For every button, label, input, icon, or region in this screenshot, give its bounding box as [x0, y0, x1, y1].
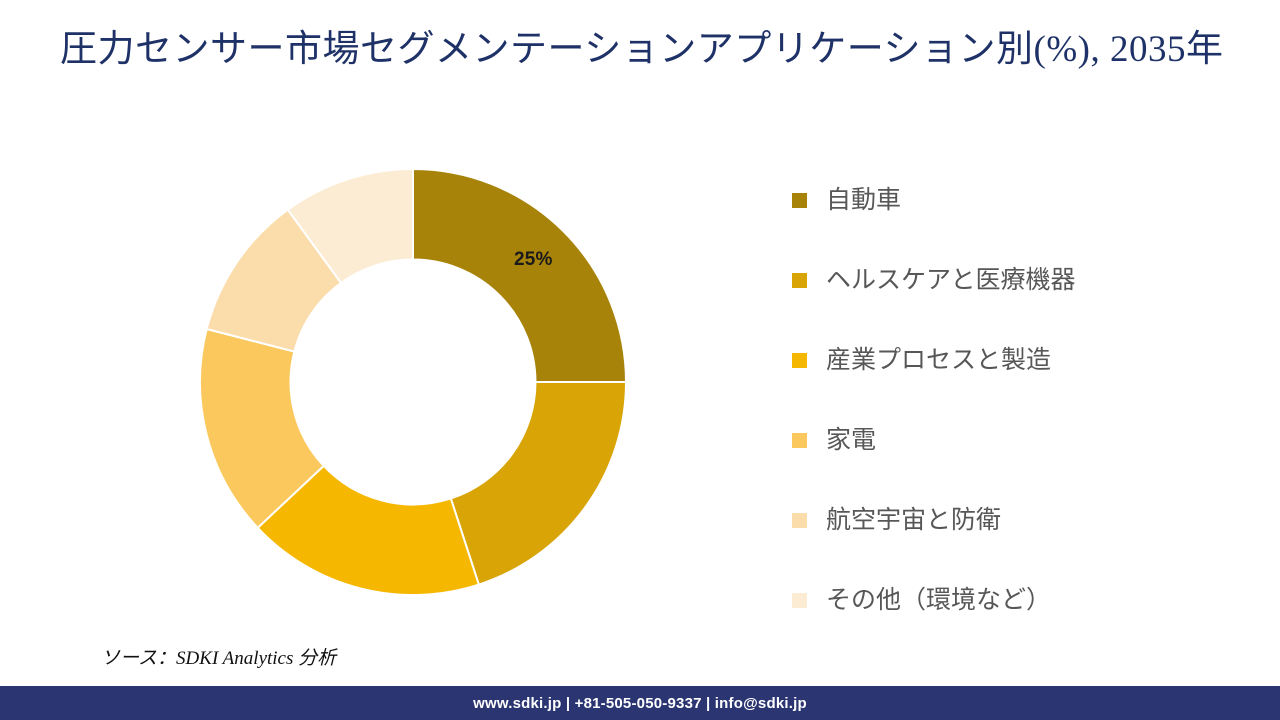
legend-item[interactable]: 産業プロセスと製造: [792, 320, 1222, 400]
legend-item-label: 家電: [826, 426, 877, 454]
donut-slice[interactable]: [286, 169, 414, 285]
legend-item[interactable]: ヘルスケアと医療機器: [792, 240, 1222, 320]
legend-swatch-icon: [792, 272, 807, 288]
legend-item[interactable]: 家電: [792, 400, 1222, 480]
donut-slice-group: [200, 169, 626, 595]
legend-item-label: ヘルスケアと医療機器: [826, 266, 1076, 294]
footer-bar: www.sdki.jp | +81-505-050-9337 | info@sd…: [0, 686, 1280, 720]
legend-swatch-icon: [792, 352, 807, 368]
legend-item[interactable]: その他（環境など）: [792, 560, 1222, 640]
legend-swatch-icon: [792, 592, 807, 608]
chart-legend: 自動車ヘルスケアと医療機器 産業プロセスと製造 家電航空宇宙と防衛その他（環境など）: [792, 160, 1222, 640]
footer-contact-text: www.sdki.jp | +81-505-050-9337 | info@sd…: [473, 694, 807, 712]
donut-chart-svg: [200, 169, 626, 595]
legend-item-label: 自動車: [826, 186, 902, 214]
legend-swatch-icon: [792, 192, 807, 208]
legend-item-label: その他（環境など）: [826, 586, 1052, 614]
slice-data-label-automotive: 25%: [514, 249, 553, 270]
legend-item[interactable]: 自動車: [792, 160, 1222, 240]
source-note: ソース：SDKI Analytics 分析: [101, 648, 337, 669]
legend-swatch-icon: [792, 512, 807, 528]
legend-swatch-icon: [792, 432, 807, 448]
donut-slice[interactable]: [449, 381, 626, 586]
legend-item-label: 航空宇宙と防衛: [826, 506, 1002, 534]
page-title: 圧力センサー市場セグメンテーションアプリケーション別(%), 2035年: [60, 29, 1224, 70]
donut-chart: [200, 169, 626, 595]
legend-item-label: 産業プロセスと製造: [826, 346, 1052, 374]
donut-slice[interactable]: [412, 169, 626, 383]
legend-item[interactable]: 航空宇宙と防衛: [792, 480, 1222, 560]
